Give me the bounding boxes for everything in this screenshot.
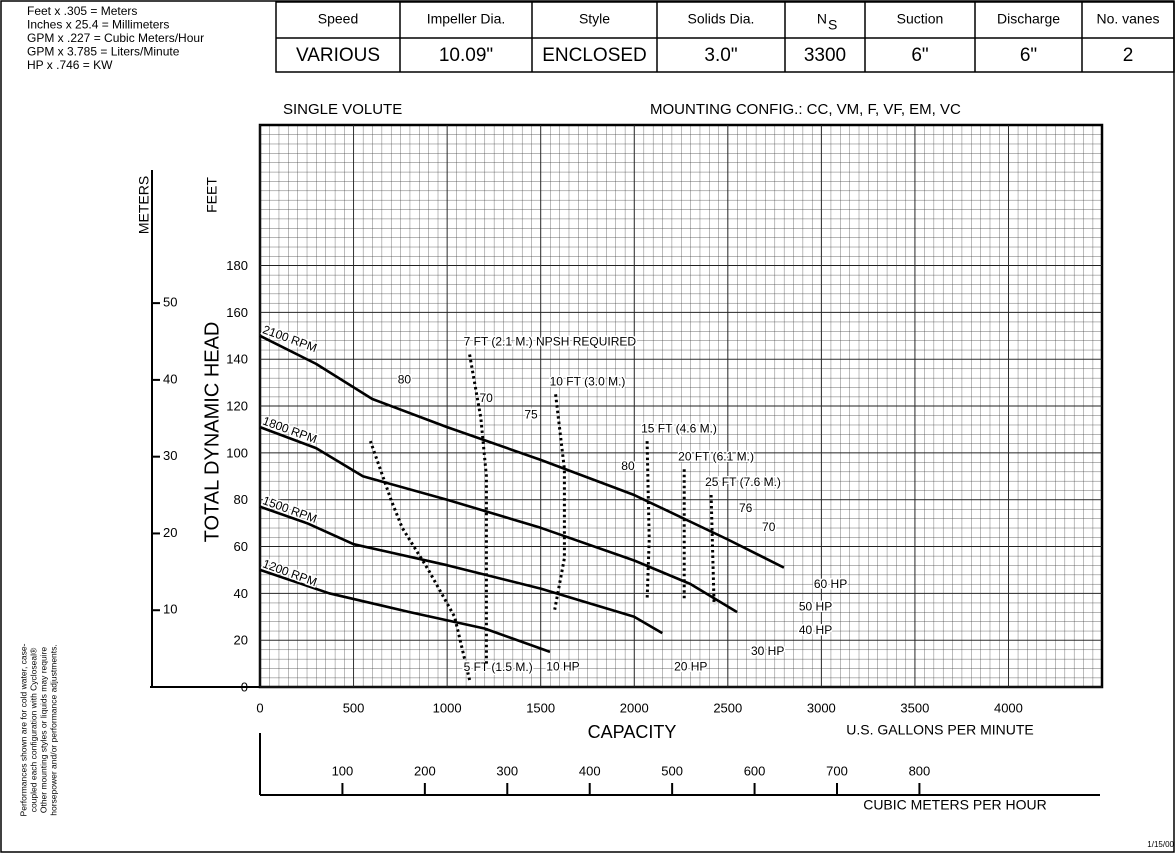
npsh-curve xyxy=(468,354,488,664)
y-tick-label: 60 xyxy=(234,539,248,554)
x-tick-label: 2500 xyxy=(713,700,742,715)
table-cell: 6" xyxy=(911,45,928,66)
x-tick-label: 3500 xyxy=(900,700,929,715)
npsh-label: 25 FT (7.6 M.) xyxy=(705,475,781,489)
annotation: 40 HP xyxy=(799,623,832,637)
y-tick-label: 100 xyxy=(226,445,248,460)
head-curve xyxy=(259,425,738,614)
annotation: 70 xyxy=(762,520,776,534)
table-header: Style xyxy=(579,11,610,27)
npsh-curve xyxy=(709,494,716,606)
y-tick-label: 120 xyxy=(226,398,248,413)
x-tick-label: 4000 xyxy=(994,700,1023,715)
table-cell: VARIOUS xyxy=(296,45,380,66)
npsh-label: 7 FT (2.1 M.) NPSH REQUIRED xyxy=(464,335,637,349)
table-header: Suction xyxy=(897,11,944,27)
y-tick-label: 140 xyxy=(226,352,248,367)
annotation: 80 xyxy=(621,459,635,473)
table-cell: 3300 xyxy=(804,45,846,66)
conversion-note: GPM x 3.785 = Liters/Minute xyxy=(27,45,180,59)
npsh-label: 20 FT (6.1 M.) xyxy=(678,449,754,463)
annotation: 30 HP xyxy=(751,644,784,658)
table-cell: 10.09" xyxy=(439,45,493,66)
table-cell: 2 xyxy=(1123,45,1134,66)
x-tick-label: 500 xyxy=(343,700,365,715)
y2-unit-label: METERS xyxy=(136,176,152,234)
y2-tick-label: 10 xyxy=(163,602,177,617)
table-header: Impeller Dia. xyxy=(427,11,506,27)
npsh-label: 15 FT (4.6 M.) xyxy=(641,421,717,435)
head-curve xyxy=(259,505,663,635)
table-header: No. vanes xyxy=(1096,11,1159,27)
annotation: 10 HP xyxy=(546,659,579,673)
subtitle: MOUNTING CONFIG.: CC, VM, F, VF, EM, VC xyxy=(650,101,961,118)
x-tick-label: 0 xyxy=(256,700,263,715)
y-tick-label: 40 xyxy=(234,586,248,601)
table-header-subscript: S xyxy=(828,17,837,33)
y-tick-label: 160 xyxy=(226,305,248,320)
x-tick-label: 1500 xyxy=(526,700,555,715)
annotation: 70 xyxy=(479,391,493,405)
annotation: 76 xyxy=(739,501,753,515)
annotation: 75 xyxy=(524,408,538,422)
npsh-curve xyxy=(645,441,651,601)
x2-tick-label: 300 xyxy=(496,763,518,778)
npsh-label: 10 FT (3.0 M.) xyxy=(550,374,626,388)
y-tick-label: 20 xyxy=(234,633,248,648)
annotation: 60 HP xyxy=(814,577,847,591)
conversion-note: HP x .746 = KW xyxy=(27,58,113,72)
npsh-curve xyxy=(368,440,472,681)
x2-tick-label: 500 xyxy=(661,763,683,778)
y2-tick-label: 20 xyxy=(163,525,177,540)
table-header: N xyxy=(817,11,827,27)
x-tick-label: 2000 xyxy=(620,700,649,715)
table-header: Solids Dia. xyxy=(688,11,755,27)
annotation: 80 xyxy=(398,372,412,386)
annotation: 50 HP xyxy=(799,600,832,614)
table-header: Discharge xyxy=(997,11,1060,27)
subtitle: SINGLE VOLUTE xyxy=(283,101,402,118)
table-header: Speed xyxy=(318,11,358,27)
table-cell: 3.0" xyxy=(704,45,737,66)
x-tick-label: 1000 xyxy=(433,700,462,715)
head-curve xyxy=(259,334,785,569)
conversion-note: Inches x 25.4 = Millimeters xyxy=(27,18,169,32)
x-tick-label: 3000 xyxy=(807,700,836,715)
conversion-note: Feet x .305 = Meters xyxy=(27,4,137,18)
table-cell: ENCLOSED xyxy=(542,45,647,66)
date: 1/15/00 xyxy=(1147,840,1174,849)
side-note: Other mounting styles or liquids may req… xyxy=(38,647,48,814)
y-tick-label: 0 xyxy=(241,679,248,694)
conversion-note: GPM x .227 = Cubic Meters/Hour xyxy=(27,31,204,45)
x-axis-label: CAPACITY xyxy=(588,722,677,742)
y-unit-label: FEET xyxy=(204,177,220,213)
side-note: coupled each configuration with Cyclosea… xyxy=(28,647,38,812)
npsh-label: 5 FT (1.5 M.) xyxy=(464,660,533,674)
x2-tick-label: 400 xyxy=(579,763,601,778)
y2-tick-label: 50 xyxy=(163,295,177,310)
x2-tick-label: 100 xyxy=(332,763,354,778)
y-tick-label: 180 xyxy=(226,258,248,273)
annotation: 20 HP xyxy=(674,659,707,673)
x-unit-label: U.S. GALLONS PER MINUTE xyxy=(846,722,1033,738)
x2-unit-label: CUBIC METERS PER HOUR xyxy=(863,797,1047,813)
side-note: Performances shown are for cold water, c… xyxy=(18,643,28,816)
table-cell: 6" xyxy=(1020,45,1037,66)
head-curve xyxy=(259,568,551,654)
y2-tick-label: 30 xyxy=(163,448,177,463)
side-note: horsepower and/or performance adjustment… xyxy=(48,644,58,816)
y-tick-label: 80 xyxy=(234,492,248,507)
y-axis-label: TOTAL DYNAMIC HEAD xyxy=(201,322,223,543)
y2-tick-label: 40 xyxy=(163,371,177,386)
x2-tick-label: 800 xyxy=(909,763,931,778)
spec-table xyxy=(275,1,1175,73)
x2-tick-label: 200 xyxy=(414,763,436,778)
x2-tick-label: 600 xyxy=(744,763,766,778)
x2-tick-label: 700 xyxy=(826,763,848,778)
